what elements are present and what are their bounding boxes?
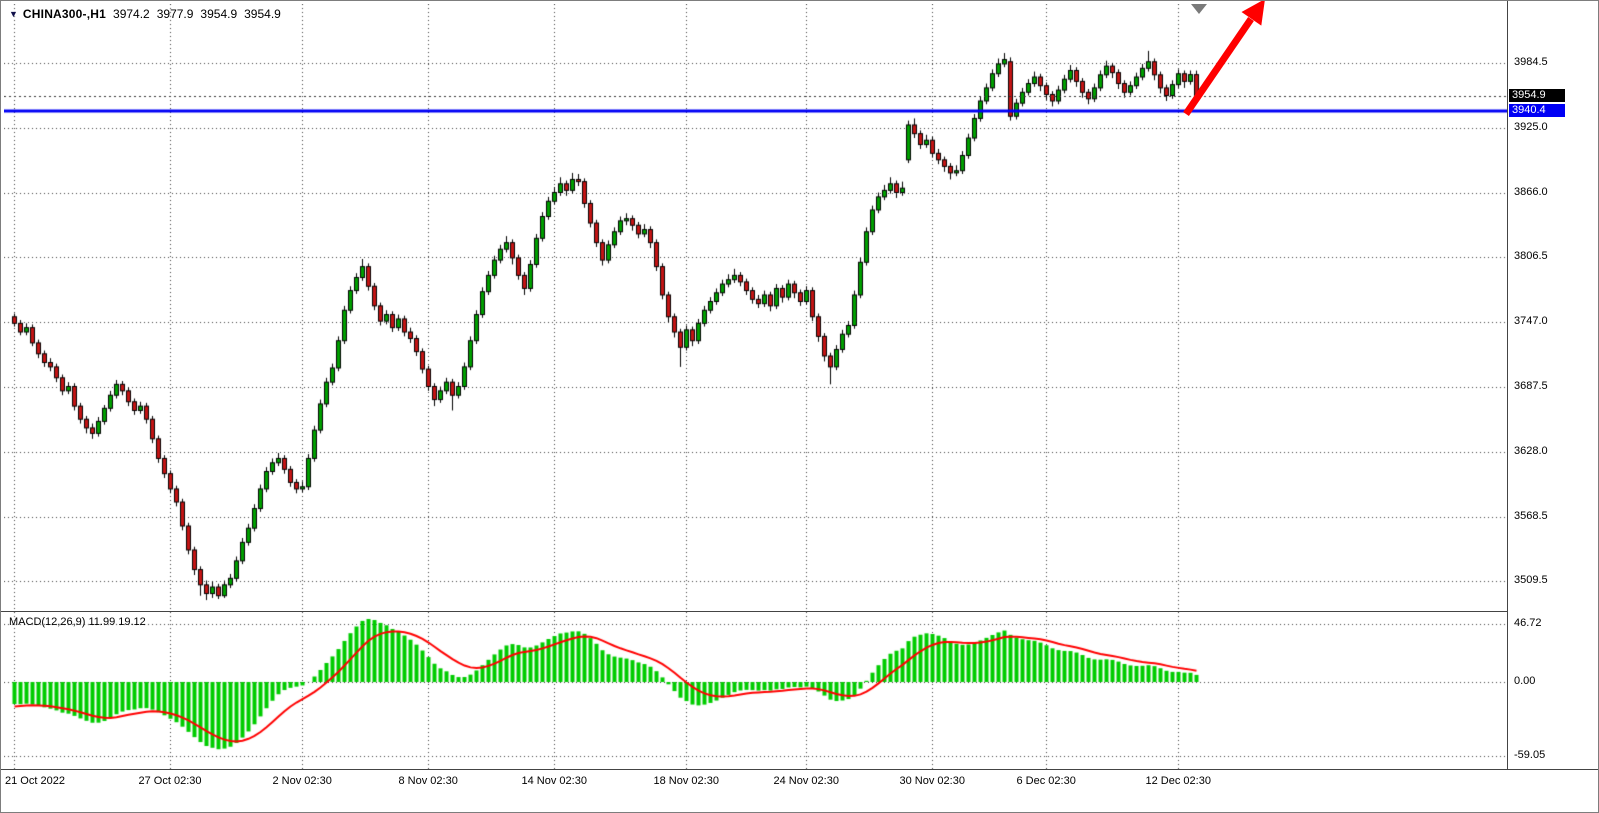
candlestick-chart-canvas[interactable] <box>4 4 1507 611</box>
price-axis-label: 3747.0 <box>1514 315 1548 328</box>
time-axis-label: 18 Nov 02:30 <box>653 775 719 787</box>
chart-shift-marker-icon[interactable] <box>1191 4 1207 14</box>
time-axis-label: 27 Oct 02:30 <box>138 775 202 787</box>
price-axis-label: 3509.5 <box>1514 574 1548 587</box>
macd-axis-label: -59.05 <box>1514 748 1546 761</box>
quote-open: 3974.2 <box>113 7 150 21</box>
symbol-name: CHINA300-,H1 <box>22 7 107 21</box>
macd-indicator-label: MACD(12,26,9) 11.99 19.12 <box>9 616 146 628</box>
quote-close: 3954.9 <box>244 7 281 21</box>
quote-high: 3977.9 <box>156 7 194 21</box>
price-axis-separator <box>1507 1 1508 769</box>
time-axis-label: 14 Nov 02:30 <box>521 775 587 787</box>
chart-title-bar: ▼ CHINA300-,H1 3974.2 3977.9 3954.9 3954.9 <box>9 7 281 21</box>
price-axis-label: 3866.0 <box>1514 185 1548 198</box>
price-axis-label: 3925.0 <box>1514 121 1548 134</box>
macd-axis-label: 0.00 <box>1514 675 1536 687</box>
price-axis-label: 3568.5 <box>1514 509 1548 522</box>
time-axis-label: 24 Nov 02:30 <box>773 775 839 787</box>
time-axis[interactable]: 21 Oct 2022 27 Oct 02:30 2 Nov 02:30 8 Nov … <box>4 770 1507 800</box>
time-axis-separator <box>1 769 1598 770</box>
bid-price-badge: 3954.9 <box>1509 88 1565 102</box>
macd-indicator-canvas[interactable] <box>4 612 1507 769</box>
time-axis-label: 6 Dec 02:30 <box>1016 775 1076 787</box>
hline-price-badge: 3940.4 <box>1509 104 1565 118</box>
price-axis-label: 3628.0 <box>1514 444 1548 457</box>
time-axis-label: 30 Nov 02:30 <box>899 775 965 787</box>
macd-axis-label: 46.72 <box>1514 616 1542 629</box>
time-axis-label: 21 Oct 2022 <box>5 775 65 787</box>
time-axis-label: 8 Nov 02:30 <box>398 775 458 787</box>
trend-arrow-annotation[interactable] <box>1141 1 1311 136</box>
price-axis-label: 3687.5 <box>1514 380 1548 393</box>
price-axis-label: 3984.5 <box>1514 56 1548 69</box>
time-axis-label: 2 Nov 02:30 <box>272 775 332 787</box>
time-axis-label: 12 Dec 02:30 <box>1145 775 1211 787</box>
pane-separator <box>1 611 1598 612</box>
price-axis[interactable]: 3954.9 3940.4 3984.5 3925.0 3866.0 3806.5 37… <box>1508 1 1598 769</box>
symbol-dropdown-icon[interactable]: ▼ <box>9 9 18 19</box>
price-axis-label: 3806.5 <box>1514 250 1548 263</box>
quote-low: 3954.9 <box>200 7 238 21</box>
